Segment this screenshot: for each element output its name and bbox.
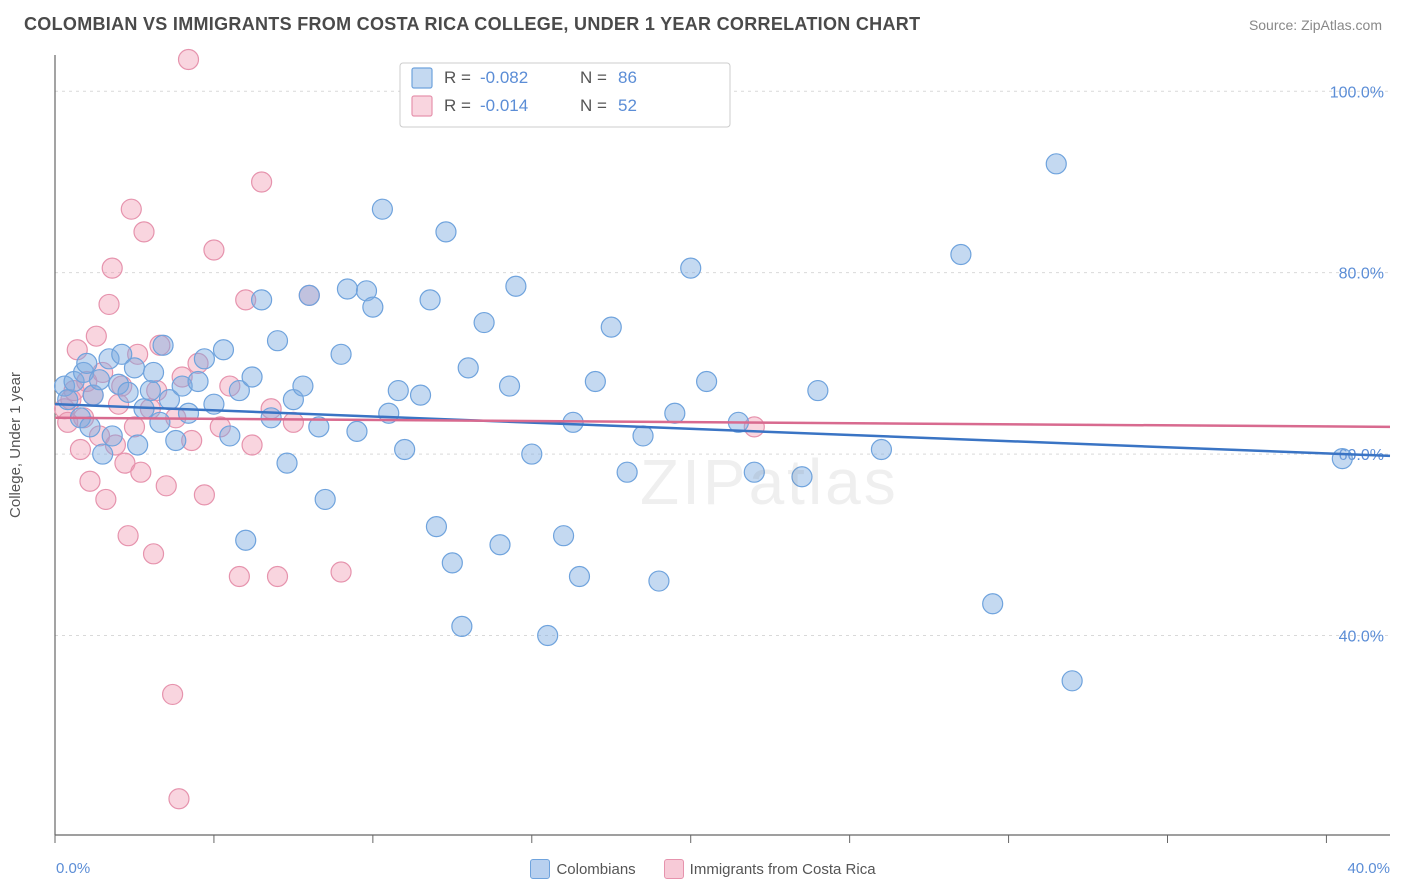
bottom-legend: Colombians Immigrants from Costa Rica: [0, 859, 1406, 879]
legend-item: Immigrants from Costa Rica: [664, 859, 876, 879]
legend-label: Immigrants from Costa Rica: [690, 861, 876, 878]
svg-text:52: 52: [618, 96, 637, 115]
chart-container: 40.0%60.0%80.0%100.0%College, Under 1 ye…: [0, 45, 1406, 885]
legend-item: Colombians: [530, 859, 635, 879]
legend-swatch: [530, 859, 550, 879]
svg-text:-0.082: -0.082: [480, 68, 528, 87]
svg-text:40.0%: 40.0%: [1339, 628, 1384, 645]
scatter-chart: 40.0%60.0%80.0%100.0%College, Under 1 ye…: [0, 45, 1406, 885]
legend-label: Colombians: [556, 861, 635, 878]
legend-swatch: [664, 859, 684, 879]
source-link[interactable]: ZipAtlas.com: [1301, 17, 1382, 33]
svg-text:80.0%: 80.0%: [1339, 266, 1384, 283]
svg-text:-0.014: -0.014: [480, 96, 528, 115]
source-attribution: Source: ZipAtlas.com: [1249, 17, 1382, 33]
chart-title: COLOMBIAN VS IMMIGRANTS FROM COSTA RICA …: [24, 14, 920, 35]
svg-text:R =: R =: [444, 68, 471, 87]
svg-text:86: 86: [618, 68, 637, 87]
svg-text:100.0%: 100.0%: [1330, 84, 1384, 101]
source-prefix: Source:: [1249, 17, 1301, 33]
svg-text:College, Under 1 year: College, Under 1 year: [7, 372, 24, 518]
svg-text:N =: N =: [580, 96, 607, 115]
svg-text:R =: R =: [444, 96, 471, 115]
svg-text:N =: N =: [580, 68, 607, 87]
